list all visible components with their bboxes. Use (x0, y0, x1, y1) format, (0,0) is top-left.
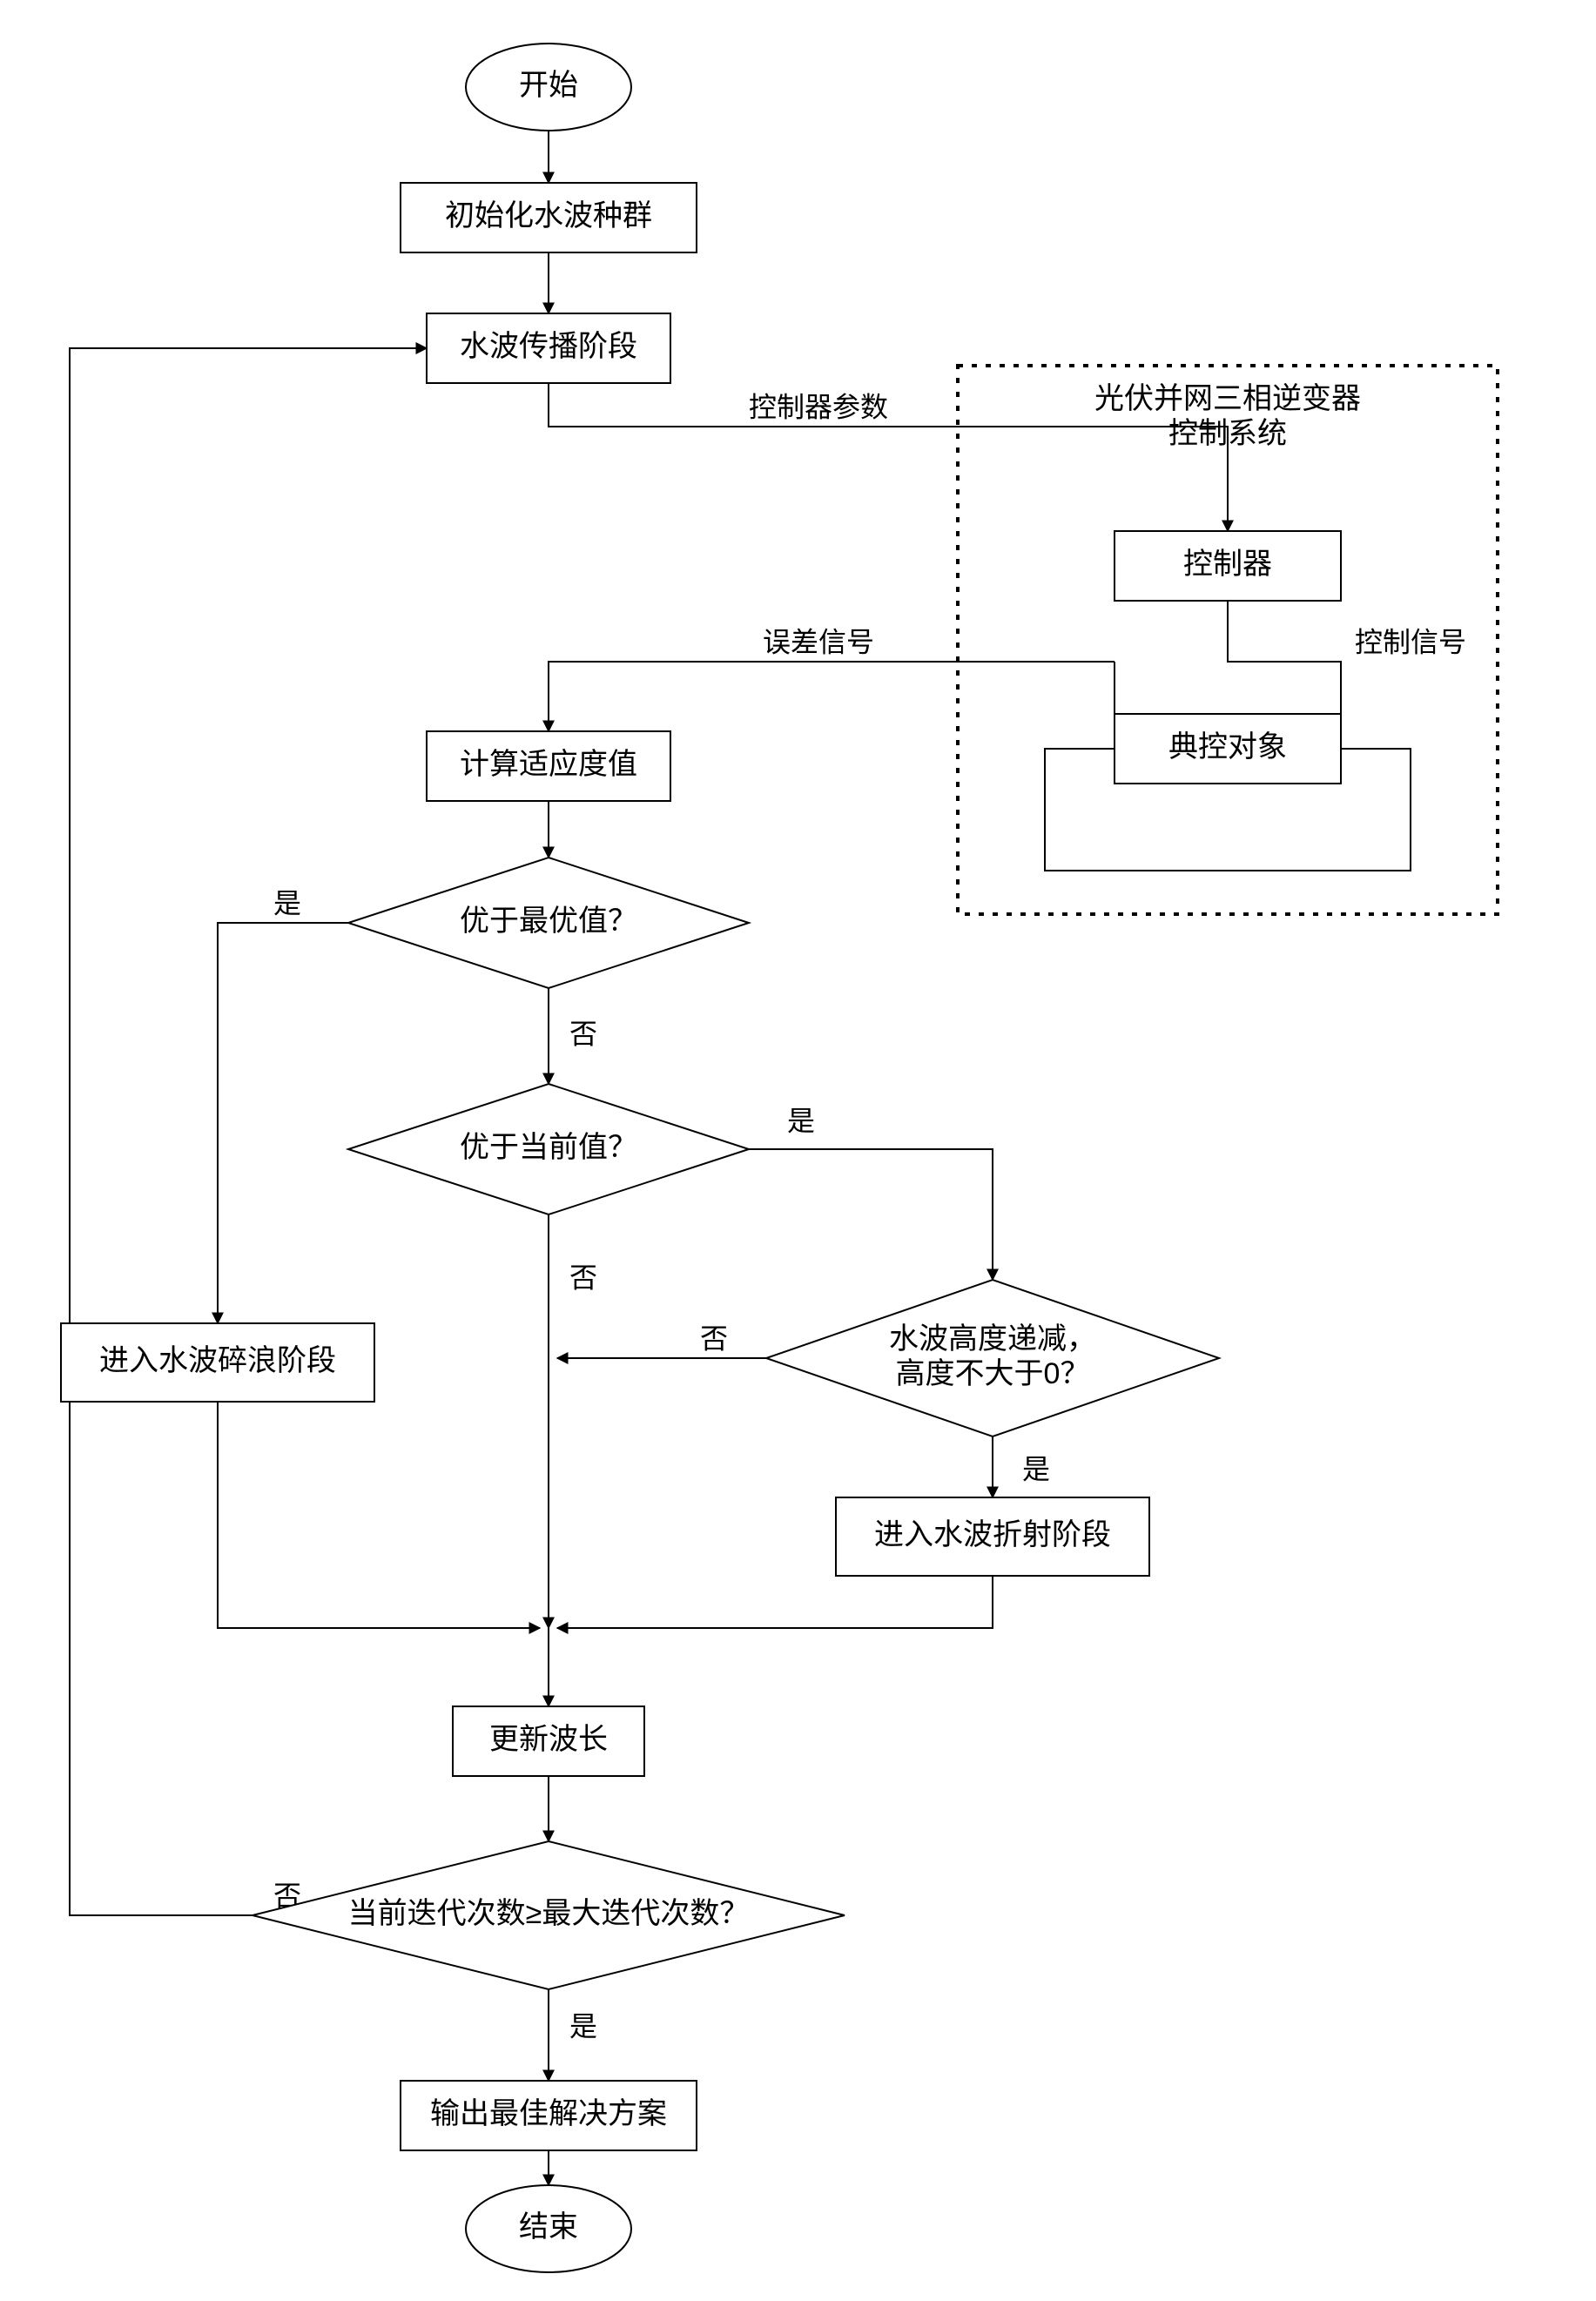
node-refract-label: 进入水波折射阶段 (874, 1518, 1111, 1551)
label-ctrl_title2: 控制系统 (1168, 417, 1287, 450)
edge-label: 误差信号 (763, 626, 874, 657)
node-propagate-label: 水波传播阶段 (460, 330, 637, 363)
node-breaking-label: 进入水波碎浪阶段 (99, 1344, 336, 1377)
flow-edge (218, 923, 348, 1323)
node-end-label: 结束 (519, 2210, 578, 2244)
edge-label: 否 (569, 1018, 597, 1049)
node-plant-label: 典控对象 (1168, 730, 1287, 764)
node-controller-label: 控制器 (1183, 548, 1272, 581)
edge-label: 是 (569, 2010, 597, 2042)
node-init-label: 初始化水波种群 (445, 199, 652, 232)
edge-label: 控制信号 (1355, 626, 1466, 657)
node-d_height-label1: 水波高度递减， (889, 1322, 1096, 1356)
flow-edge (749, 1149, 993, 1280)
node-calcfit-label: 计算适应度值 (460, 748, 637, 781)
flow-edge (557, 1576, 993, 1628)
node-d_curr-label: 优于当前值？ (460, 1131, 637, 1164)
edge-label: 是 (273, 887, 301, 918)
edge-label: 否 (569, 1262, 597, 1293)
edge-label: 是 (1022, 1453, 1050, 1484)
flow-edge (70, 348, 427, 1915)
edge-label: 控制器参数 (749, 391, 888, 422)
flow-edge (549, 662, 1115, 731)
node-d_iter-label: 当前迭代次数≥最大迭代次数？ (348, 1897, 750, 1930)
edge-label: 否 (700, 1322, 728, 1354)
flow-edge (218, 1402, 540, 1628)
node-d_height-label2: 高度不大于0？ (896, 1357, 1090, 1390)
node-d_best-label: 优于最优值？ (460, 905, 637, 938)
node-start-label: 开始 (519, 69, 578, 102)
node-updatelen-label: 更新波长 (489, 1723, 608, 1756)
label-ctrl_title1: 光伏并网三相逆变器 (1094, 382, 1361, 415)
node-output-label: 输出最佳解决方案 (430, 2097, 667, 2130)
edge-label: 是 (787, 1105, 815, 1136)
